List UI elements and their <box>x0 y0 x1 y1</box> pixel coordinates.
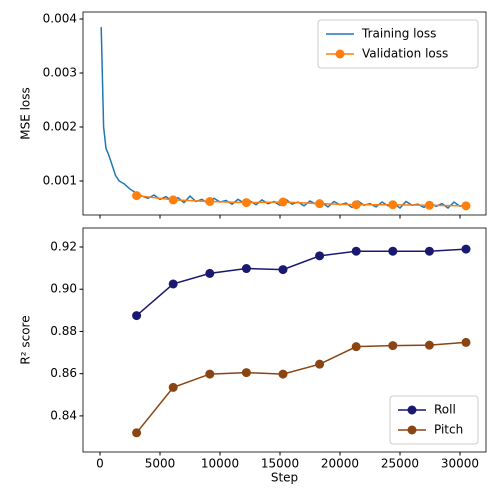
marker <box>168 279 178 289</box>
series-line <box>136 194 467 207</box>
legend-label: Pitch <box>434 423 463 437</box>
axes-frame <box>82 227 487 453</box>
y-axis-label: MSE loss <box>19 87 33 140</box>
legend-box <box>317 19 479 69</box>
legend-marker <box>407 405 417 415</box>
marker <box>168 382 178 392</box>
y-tick-label: 0.92 <box>50 240 77 254</box>
marker <box>388 341 398 351</box>
marker <box>241 264 251 274</box>
y-tick-label: 0.004 <box>43 12 77 26</box>
marker <box>351 246 361 256</box>
y-tick-label: 0.84 <box>50 408 77 422</box>
marker <box>461 244 471 254</box>
x-tick-label: 5000 <box>145 457 176 471</box>
marker <box>132 311 142 321</box>
marker <box>168 195 178 205</box>
y-tick-label: 0.86 <box>50 366 77 380</box>
y-tick-label: 0.002 <box>43 119 77 133</box>
legend-label: Roll <box>434 403 456 417</box>
marker <box>424 246 434 256</box>
legend: Training loss Validation loss <box>317 19 479 69</box>
series-line <box>136 248 467 317</box>
marker <box>278 369 288 379</box>
marker <box>461 337 471 347</box>
marker <box>205 369 215 379</box>
marker <box>205 268 215 278</box>
marker <box>241 198 251 208</box>
marker <box>241 368 251 378</box>
legend-marker <box>407 425 417 435</box>
marker <box>315 359 325 369</box>
marker <box>388 200 398 210</box>
marker <box>278 265 288 275</box>
x-tick-label: 0 <box>96 457 104 471</box>
marker <box>132 191 142 201</box>
marker <box>205 197 215 207</box>
legend-label: Training loss <box>361 27 436 41</box>
x-tick-label: 10000 <box>201 457 239 471</box>
marker <box>315 199 325 209</box>
marker <box>278 197 288 207</box>
y-tick-label: 0.90 <box>50 282 77 296</box>
marker <box>424 340 434 350</box>
axes-frame <box>82 11 487 216</box>
y-axis-label: R² score <box>19 315 33 364</box>
y-tick-label: 0.001 <box>43 173 77 187</box>
legend-label: Validation loss <box>362 47 448 61</box>
y-tick-label: 0.003 <box>43 66 77 80</box>
x-axis-label: Step <box>271 471 298 485</box>
marker <box>351 200 361 210</box>
x-tick-label: 25000 <box>381 457 419 471</box>
legend-marker <box>335 49 345 59</box>
marker <box>388 246 398 256</box>
marker <box>315 251 325 261</box>
x-tick-label: 20000 <box>321 457 359 471</box>
x-tick-label: 15000 <box>261 457 299 471</box>
y-tick-label: 0.88 <box>50 324 77 338</box>
marker <box>461 201 471 211</box>
series-line <box>136 341 467 434</box>
marker <box>351 342 361 352</box>
x-tick-label: 30000 <box>441 457 479 471</box>
marker <box>132 428 142 438</box>
legend: Roll Pitch <box>389 395 479 445</box>
marker <box>424 200 434 210</box>
